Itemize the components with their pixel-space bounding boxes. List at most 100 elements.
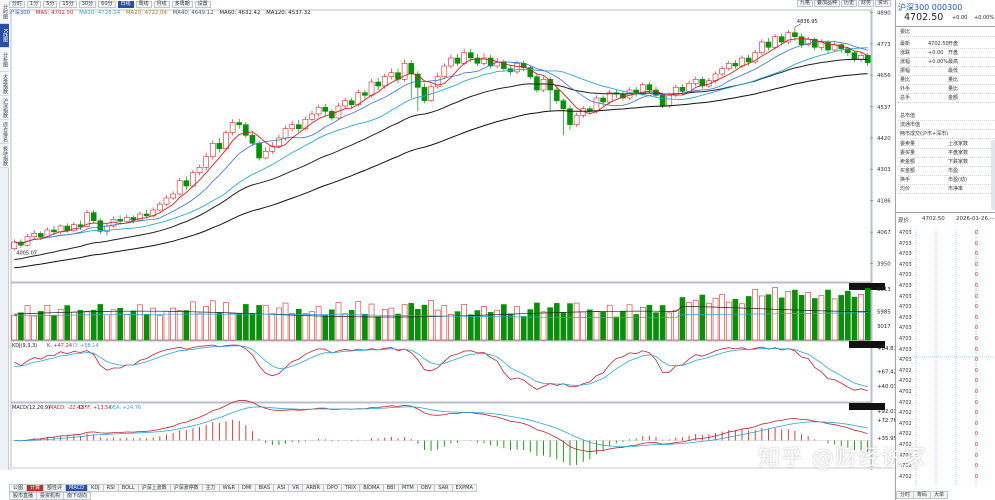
- indicator-tab[interactable]: DMI: [239, 484, 256, 492]
- panel-scrollbar[interactable]: [991, 140, 995, 210]
- panel-tab[interactable]: 大单: [931, 491, 949, 499]
- indicator-tab[interactable]: BOLL: [118, 484, 139, 492]
- tick-price: 4702: [899, 399, 912, 406]
- panel-tab[interactable]: 分时: [896, 491, 915, 499]
- candle-body: [448, 57, 454, 67]
- indicator-tab[interactable]: BIAS: [255, 484, 275, 492]
- volume-bar: [613, 316, 620, 341]
- tick-volume: 0: [974, 463, 978, 470]
- nine-grid-button[interactable]: 九格: [796, 0, 813, 7]
- volume-bar: [295, 308, 302, 341]
- tick-volume: 0: [974, 378, 978, 385]
- indicator-tab[interactable]: BBI: [383, 484, 400, 492]
- indicator-tab[interactable]: TRIX: [341, 484, 361, 492]
- indicator-tab[interactable]: BIDMA: [360, 484, 384, 492]
- candle-body: [381, 76, 388, 87]
- volume-bar: [653, 312, 659, 341]
- tick-volume: 0: [974, 240, 978, 247]
- candle-body: [454, 57, 461, 64]
- quote-row: 量比 量比: [898, 76, 995, 85]
- quote-cell: 流通市值: [900, 122, 921, 128]
- indicator-tab[interactable]: 额性评: [44, 484, 67, 492]
- indicator-tab[interactable]: 沪深涨停数: [170, 484, 203, 492]
- left-tool-minute[interactable]: 分时图: [0, 0, 9, 24]
- bottom-tab[interactable]: 南下动向: [64, 492, 92, 500]
- bottom-tab[interactable]: 股市直播: [9, 492, 38, 500]
- indicator-tab[interactable]: ARBR: [303, 484, 324, 492]
- period-multi[interactable]: 多周期: [171, 0, 193, 8]
- y-tick-label: 4420: [877, 136, 891, 142]
- volume-bar: [679, 297, 686, 341]
- candle-body: [606, 92, 613, 103]
- candle-body: [362, 92, 368, 96]
- panel-tab[interactable]: 筹码: [914, 491, 932, 499]
- left-tool-hs-index[interactable]: 沪深指数: [0, 96, 9, 120]
- left-tool-analysis[interactable]: 分析图: [0, 48, 9, 72]
- candle-body: [421, 87, 428, 101]
- indicator-tab[interactable]: MACD: [66, 484, 89, 492]
- period-1m[interactable]: 1分: [27, 0, 42, 8]
- kdj-k-line: [14, 344, 868, 392]
- volume-bar: [818, 295, 825, 341]
- left-tool-ranking[interactable]: 综合排名: [0, 120, 9, 144]
- left-tool-index[interactable]: 大盘指数: [0, 72, 9, 96]
- indicator-tab[interactable]: MTM: [399, 484, 418, 492]
- volume-bar: [130, 310, 137, 341]
- indicator-tab[interactable]: KDJ: [88, 484, 104, 492]
- quote-cell: 最高: [948, 59, 959, 65]
- y-tick-label: 4537: [877, 105, 891, 111]
- quote-cell: 最低: [948, 68, 959, 74]
- news-button[interactable]: 资讯: [874, 0, 891, 7]
- tick-volume: 0: [974, 452, 978, 459]
- indicator-tab[interactable]: VR: [289, 484, 304, 492]
- volume-bar: [494, 309, 501, 341]
- time-scroll[interactable]: [9, 467, 895, 469]
- period-5m[interactable]: 5分: [43, 0, 58, 8]
- period-week[interactable]: 周线: [135, 0, 152, 8]
- indicator-tab[interactable]: 计算: [27, 484, 45, 492]
- volume-bar: [507, 313, 514, 341]
- candle-body: [540, 79, 547, 91]
- indicator-tab[interactable]: ASI: [274, 484, 290, 492]
- period-30m[interactable]: 30分: [78, 0, 97, 8]
- indicator-tab[interactable]: 公图: [9, 484, 28, 492]
- tick-volume: 0: [974, 399, 978, 406]
- candle-body: [752, 52, 759, 63]
- overlay-button[interactable]: 叠加品种: [813, 0, 840, 7]
- candle-body: [527, 67, 534, 77]
- period-month[interactable]: 月线: [153, 0, 170, 8]
- bottom-tab[interactable]: 投资机构: [37, 492, 65, 500]
- indicator-tab[interactable]: SAR: [435, 484, 453, 492]
- volume-bar: [633, 314, 639, 341]
- indicator-tab[interactable]: EXPMA: [452, 484, 477, 492]
- period-15m[interactable]: 15分: [59, 0, 77, 8]
- period-settings[interactable]: 设置: [194, 0, 211, 8]
- indicator-tab[interactable]: RSI: [103, 484, 119, 492]
- tick-price: 4703: [899, 283, 912, 289]
- ma60-label: MA60: 4632.42: [219, 10, 261, 16]
- indicator-tab[interactable]: OBV: [417, 484, 436, 492]
- volume-bar: [71, 311, 77, 341]
- tick-volume: 0: [974, 293, 978, 300]
- candle-body: [567, 108, 573, 125]
- indicator-tab[interactable]: 主力: [202, 484, 220, 492]
- period-minute[interactable]: 分时: [9, 0, 26, 8]
- indicator-tab[interactable]: W&R: [219, 484, 240, 492]
- candle-body: [117, 219, 123, 222]
- finance-button[interactable]: 财务: [857, 0, 874, 7]
- left-tool-sector[interactable]: 板块指数: [0, 144, 9, 168]
- period-day[interactable]: 日线: [117, 0, 134, 8]
- volume-bar: [355, 301, 362, 341]
- history-button[interactable]: 历史: [840, 0, 857, 7]
- candlestick-chart[interactable]: 4890 4773 4656 4537 4420 4303 4186 4067 3950 4005…: [9, 0, 895, 470]
- quote-cell: 市盈(动): [948, 177, 967, 183]
- left-tool-kline[interactable]: K线图: [0, 24, 9, 48]
- period-60m[interactable]: 60分: [98, 0, 116, 8]
- indicator-tab[interactable]: DPO: [323, 484, 342, 492]
- candle-body: [666, 95, 673, 107]
- volume-bar: [732, 299, 739, 341]
- volume-bar: [785, 291, 792, 341]
- y-tick-label: 4656: [877, 73, 891, 79]
- indicator-tab[interactable]: 沪深上涨数: [138, 484, 171, 492]
- volume-bar: [606, 304, 613, 341]
